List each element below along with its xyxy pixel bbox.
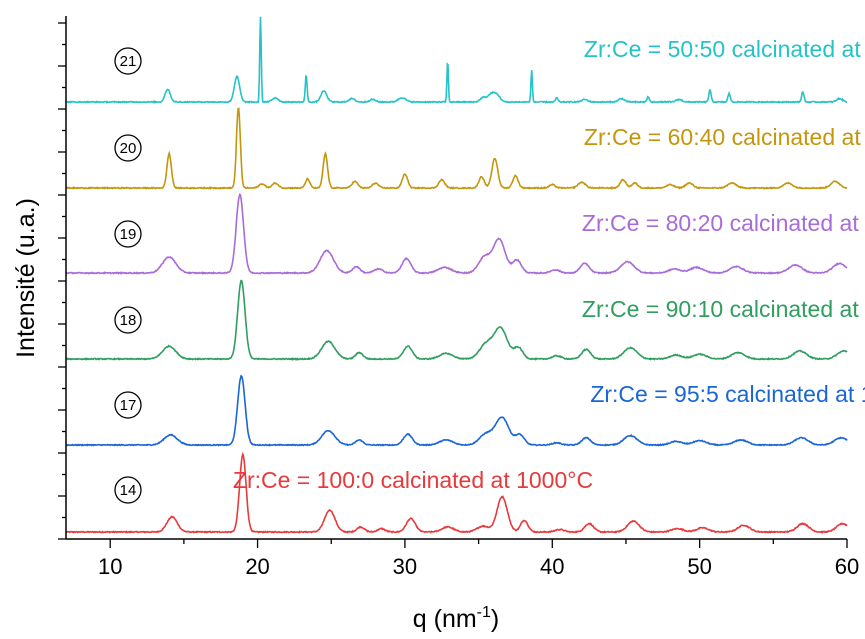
series-label-14: Zr:Ce = 100:0 calcinated at 1000°C bbox=[233, 467, 593, 493]
x-tick-label: 60 bbox=[835, 554, 859, 579]
series-label-18: Zr:Ce = 90:10 calcinated at 1000°C bbox=[582, 296, 865, 322]
sample-number-circle-18 bbox=[114, 306, 142, 334]
sample-number-circle-21 bbox=[114, 47, 142, 75]
series-label-19: Zr:Ce = 80:20 calcinated at 1000°C bbox=[582, 210, 865, 236]
series-label-20: Zr:Ce = 60:40 calcinated at 1000°C bbox=[584, 124, 865, 150]
x-tick-label: 40 bbox=[540, 554, 564, 579]
x-ticks: 10 20 30 40 50 60 bbox=[98, 539, 859, 579]
sample-number-17: 17 bbox=[120, 397, 137, 414]
x-tick-label: 30 bbox=[393, 554, 417, 579]
y-ticks bbox=[58, 22, 66, 540]
sample-number-14: 14 bbox=[120, 482, 137, 499]
sample-number-20: 20 bbox=[120, 140, 137, 157]
sample-number-19: 19 bbox=[120, 226, 137, 243]
x-axis-label-close: ) bbox=[491, 605, 499, 633]
series-label-17: Zr:Ce = 95:5 calcinated at 1000°C bbox=[590, 381, 865, 407]
series-line-17 bbox=[65, 374, 848, 447]
series-line-18 bbox=[66, 279, 848, 361]
sample-number-circle-20 bbox=[114, 134, 142, 162]
axes: 10 20 30 40 50 60 bbox=[58, 16, 859, 579]
series-labels: Zr:Ce = 100:0 calcinated at 1000°C 14 Zr:C… bbox=[114, 36, 865, 504]
series-line-20 bbox=[65, 107, 848, 190]
sample-number-21: 21 bbox=[120, 53, 137, 70]
series-line-14 bbox=[65, 451, 848, 534]
series-label-21: Zr:Ce = 50:50 calcinated at 1000°C bbox=[584, 36, 865, 62]
x-axis-label: q (nm-1) bbox=[413, 604, 499, 633]
sample-number-18: 18 bbox=[120, 312, 137, 329]
sample-number-circle-17 bbox=[114, 391, 142, 419]
sample-number-circle-19 bbox=[114, 220, 142, 248]
x-tick-label: 10 bbox=[98, 554, 122, 579]
x-axis-label-main: q (nm bbox=[413, 605, 477, 633]
x-axis-label-superscript: -1 bbox=[477, 604, 491, 621]
series-line-21 bbox=[65, 16, 848, 105]
series-line-19 bbox=[65, 192, 848, 275]
y-axis-label: Intensité (u.a.) bbox=[12, 198, 40, 358]
sample-number-circle-14 bbox=[114, 476, 142, 504]
x-tick-label: 50 bbox=[687, 554, 711, 579]
series-traces bbox=[65, 16, 848, 534]
x-tick-label: 20 bbox=[245, 554, 269, 579]
